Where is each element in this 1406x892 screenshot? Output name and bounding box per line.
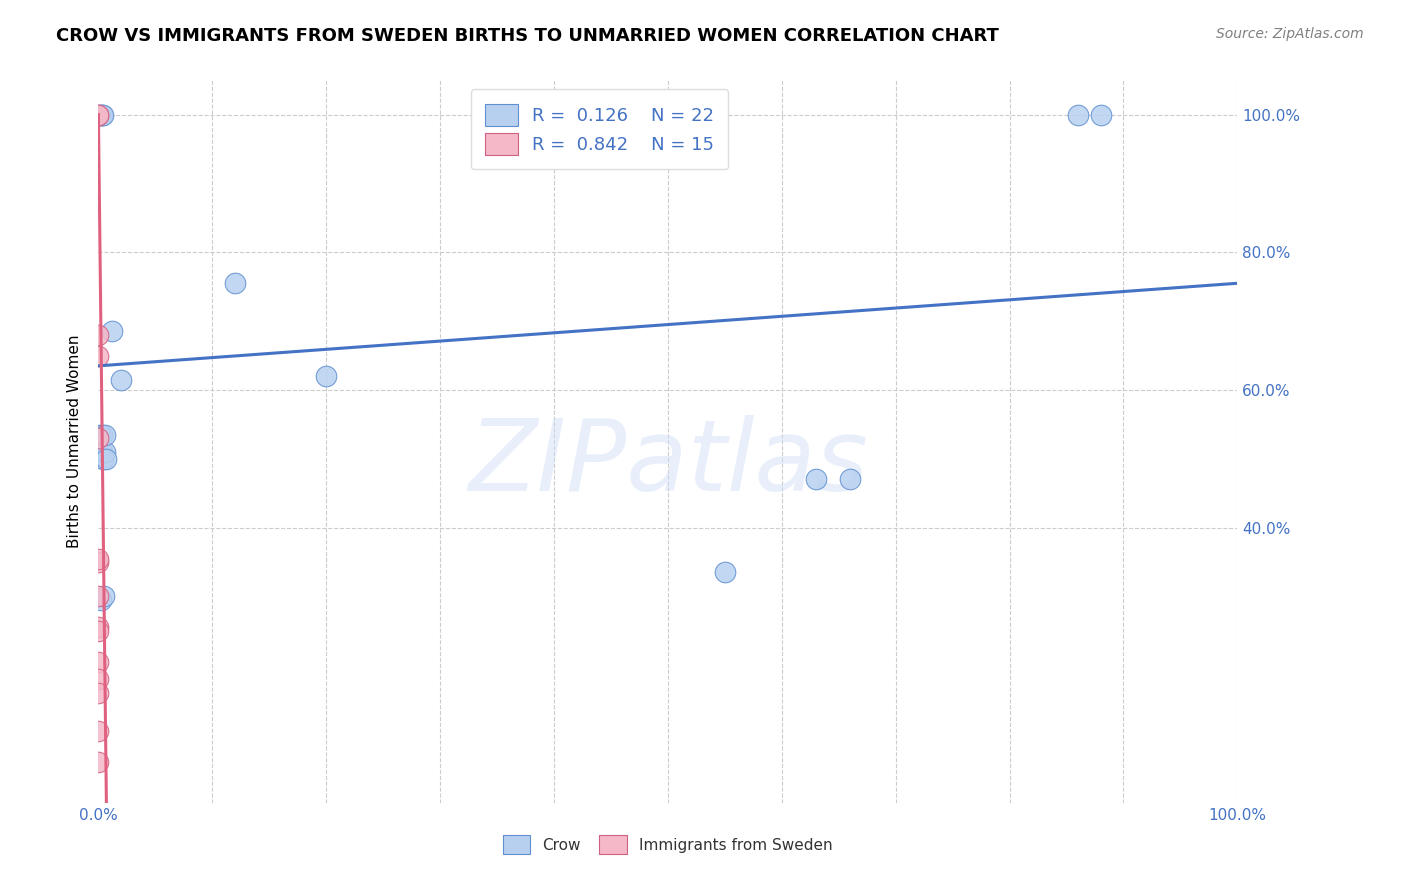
Point — [87, 620, 110, 634]
Point — [110, 373, 132, 387]
Point — [87, 108, 110, 122]
Point — [714, 566, 737, 580]
Point — [87, 672, 110, 686]
Point — [90, 108, 112, 122]
Point — [315, 369, 337, 384]
Text: CROW VS IMMIGRANTS FROM SWEDEN BIRTHS TO UNMARRIED WOMEN CORRELATION CHART: CROW VS IMMIGRANTS FROM SWEDEN BIRTHS TO… — [56, 27, 1000, 45]
Point — [87, 327, 110, 342]
Point — [87, 655, 110, 669]
Point — [87, 590, 110, 604]
Point — [87, 624, 110, 638]
Y-axis label: Births to Unmarried Women: Births to Unmarried Women — [67, 334, 83, 549]
Point — [90, 427, 112, 442]
Point — [89, 427, 111, 442]
Point — [96, 451, 118, 466]
Point — [87, 349, 110, 363]
Text: ZIPatlas: ZIPatlas — [468, 415, 868, 512]
Point — [87, 686, 110, 700]
Point — [87, 431, 110, 445]
Point — [93, 590, 115, 604]
Point — [94, 445, 117, 459]
Point — [89, 108, 111, 122]
Point — [90, 445, 112, 459]
Point — [224, 277, 246, 291]
Point — [90, 108, 112, 122]
Point — [87, 755, 110, 769]
Point — [101, 325, 124, 339]
Point — [1067, 108, 1090, 122]
Point — [90, 592, 112, 607]
Point — [1090, 108, 1112, 122]
Point — [804, 472, 827, 486]
Point — [87, 555, 110, 569]
Point — [91, 108, 114, 122]
Point — [94, 427, 117, 442]
Point — [87, 108, 110, 122]
Point — [87, 723, 110, 738]
Point — [91, 451, 114, 466]
Legend: Crow, Immigrants from Sweden: Crow, Immigrants from Sweden — [496, 830, 839, 860]
Text: Source: ZipAtlas.com: Source: ZipAtlas.com — [1216, 27, 1364, 41]
Point — [839, 472, 862, 486]
Point — [87, 551, 110, 566]
